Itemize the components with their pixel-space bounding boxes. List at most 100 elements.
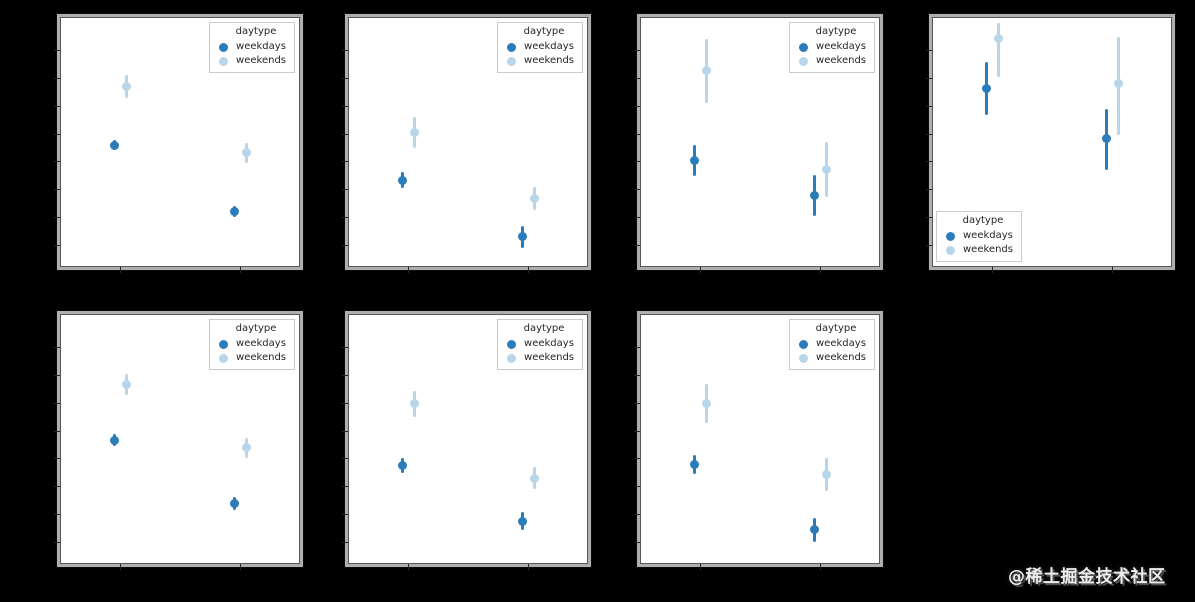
point-weekdays — [397, 460, 407, 470]
y-axis-tick — [634, 375, 640, 376]
legend-marker-weekdays-icon — [799, 42, 809, 52]
legend-title: daytype — [523, 26, 565, 37]
y-axis-tick — [926, 217, 932, 218]
legend-label-weekdays: weekdays — [963, 230, 1013, 241]
legend-title: daytype — [815, 323, 857, 334]
legend: daytype weekdays weekends — [497, 319, 583, 370]
y-axis-tick — [342, 458, 348, 459]
x-axis-tick — [700, 564, 701, 570]
legend: daytype weekdays weekends — [209, 22, 295, 73]
y-axis-tick — [342, 78, 348, 79]
legend-marker-weekdays-icon — [507, 42, 517, 52]
legend-item-weekends: weekends — [504, 351, 574, 365]
y-axis-tick — [54, 106, 60, 107]
y-axis-tick — [926, 134, 932, 135]
legend-item-weekends: weekends — [216, 351, 286, 365]
y-axis-tick — [634, 134, 640, 135]
x-axis-tick — [240, 267, 241, 273]
point-weekdays — [689, 460, 699, 469]
point-weekends — [121, 379, 131, 389]
legend-item-weekdays: weekdays — [216, 40, 286, 54]
subplot-panel-5: daytype weekdays weekends — [54, 311, 303, 570]
y-axis-tick — [634, 486, 640, 487]
subplot-panel-4: daytype weekdays weekends — [926, 14, 1175, 273]
y-axis-tick — [634, 217, 640, 218]
x-axis-tick — [820, 564, 821, 570]
x-axis-tick — [1112, 267, 1113, 273]
y-axis-tick — [342, 189, 348, 190]
y-axis-tick — [342, 514, 348, 515]
legend-label-weekdays: weekdays — [236, 338, 286, 349]
legend-label-weekdays: weekdays — [816, 338, 866, 349]
y-axis-tick — [634, 245, 640, 246]
x-axis-tick — [240, 564, 241, 570]
legend-item-weekdays: weekdays — [504, 40, 574, 54]
subplot-panel-6: daytype weekdays weekends — [342, 311, 591, 570]
y-axis-tick — [634, 403, 640, 404]
point-weekends — [821, 164, 831, 174]
legend: daytype weekdays weekends — [209, 319, 295, 370]
point-weekdays — [1101, 133, 1111, 143]
point-weekdays — [109, 435, 119, 445]
x-axis-tick — [700, 267, 701, 273]
legend-label-weekdays: weekdays — [236, 41, 286, 52]
y-axis-tick — [54, 514, 60, 515]
point-weekdays — [689, 156, 699, 165]
legend-marker-weekdays-icon — [799, 339, 809, 349]
x-axis-tick — [992, 267, 993, 273]
y-axis-tick — [342, 542, 348, 543]
point-weekends — [821, 469, 831, 479]
x-axis-tick — [408, 564, 409, 570]
legend-item-weekdays: weekdays — [796, 40, 866, 54]
legend-title: daytype — [235, 26, 277, 37]
point-weekdays — [517, 516, 527, 526]
legend-item-weekends: weekends — [796, 54, 866, 68]
legend-item-weekends: weekends — [216, 54, 286, 68]
errorbar-weekends — [996, 22, 1000, 77]
y-axis-tick — [54, 486, 60, 487]
point-weekends — [409, 399, 419, 409]
y-axis-tick — [54, 134, 60, 135]
y-axis-tick — [926, 189, 932, 190]
y-axis-tick — [342, 217, 348, 218]
legend-item-weekends: weekends — [796, 351, 866, 365]
legend-title: daytype — [523, 323, 565, 334]
point-weekends — [701, 399, 711, 409]
y-axis-tick — [54, 217, 60, 218]
point-weekdays — [397, 175, 407, 185]
legend: daytype weekdays weekends — [789, 22, 875, 73]
legend-marker-weekends-icon — [799, 56, 809, 66]
legend-label-weekdays: weekdays — [524, 41, 574, 52]
y-axis-tick — [634, 78, 640, 79]
x-axis-tick — [528, 564, 529, 570]
y-axis-tick — [54, 245, 60, 246]
y-axis-tick — [54, 431, 60, 432]
legend-label-weekdays: weekdays — [816, 41, 866, 52]
subplot-panel-7: daytype weekdays weekends — [634, 311, 883, 570]
point-weekends — [529, 194, 539, 204]
legend-item-weekdays: weekdays — [216, 337, 286, 351]
legend-item-weekdays: weekdays — [943, 229, 1013, 243]
y-axis-tick — [342, 106, 348, 107]
y-axis-tick — [926, 245, 932, 246]
x-axis-tick — [528, 267, 529, 273]
y-axis-tick — [54, 347, 60, 348]
y-axis-tick — [342, 134, 348, 135]
x-axis-tick — [120, 564, 121, 570]
point-weekends — [529, 473, 539, 483]
subplot-panel-3: daytype weekdays weekends — [634, 14, 883, 273]
legend-marker-weekdays-icon — [219, 339, 229, 349]
y-axis-tick — [634, 431, 640, 432]
point-weekdays — [809, 525, 819, 535]
legend-item-weekends: weekends — [943, 243, 1013, 257]
legend-title: daytype — [235, 323, 277, 334]
y-axis-tick — [54, 78, 60, 79]
legend-marker-weekends-icon — [946, 245, 955, 255]
legend-label-weekends: weekends — [524, 55, 574, 66]
legend-label-weekends: weekends — [963, 244, 1013, 255]
y-axis-tick — [634, 542, 640, 543]
x-axis-tick — [408, 267, 409, 273]
watermark: @稀土掘金技术社区 — [1008, 567, 1166, 587]
y-axis-tick — [634, 106, 640, 107]
